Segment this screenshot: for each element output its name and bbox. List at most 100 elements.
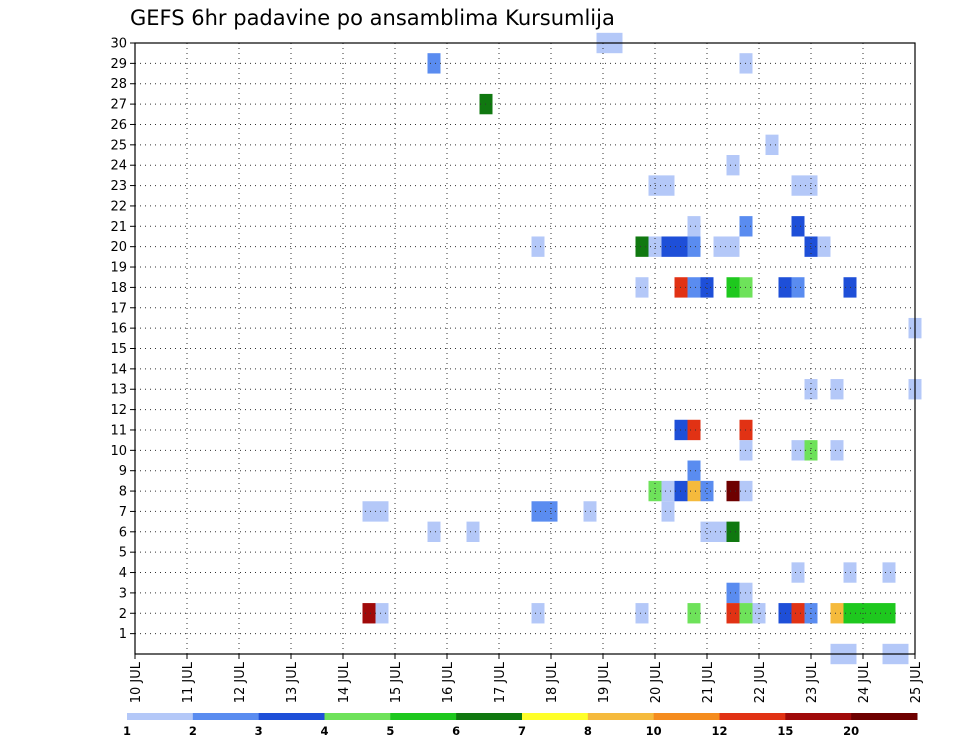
heatmap-cell xyxy=(791,440,805,461)
y-tick-label: 14 xyxy=(110,362,127,377)
colorbar-swatch xyxy=(851,713,918,720)
y-tick-label: 6 xyxy=(119,525,127,540)
y-tick-label: 11 xyxy=(110,423,127,438)
y-tick-label: 16 xyxy=(110,322,127,337)
x-tick-label: 17 JUL xyxy=(493,661,508,703)
y-tick-label: 1 xyxy=(119,627,127,642)
heatmap-cell xyxy=(791,603,805,624)
heatmap-cell xyxy=(726,603,740,624)
colorbar-swatch xyxy=(127,713,194,720)
heatmap-cell xyxy=(661,480,675,502)
heatmap-cell xyxy=(427,53,441,74)
y-tick-label: 20 xyxy=(110,240,127,255)
y-tick-label: 8 xyxy=(119,485,127,500)
heatmap-cell xyxy=(687,216,701,237)
y-tick-label: 5 xyxy=(119,546,127,561)
colorbar-label: 5 xyxy=(386,724,394,738)
colorbar-swatch xyxy=(258,713,325,720)
heatmap-cell xyxy=(687,277,701,298)
colorbar-label: 3 xyxy=(255,724,263,738)
x-tick-label: 15 JUL xyxy=(389,661,404,703)
colorbar-swatch xyxy=(653,713,720,720)
colorbar-label: 7 xyxy=(518,724,526,738)
colorbar-label: 20 xyxy=(843,724,859,738)
heatmap-cell xyxy=(791,175,805,196)
heatmap-cell xyxy=(661,236,675,257)
y-tick-label: 13 xyxy=(110,383,127,398)
y-tick-label: 27 xyxy=(110,98,127,113)
x-tick-label: 21 JUL xyxy=(701,661,716,703)
colorbar-label: 2 xyxy=(189,724,197,738)
x-tick-label: 13 JUL xyxy=(285,661,300,703)
y-tick-label: 29 xyxy=(110,57,127,72)
y-tick-label: 10 xyxy=(110,444,127,459)
heatmap-cell xyxy=(531,603,545,624)
x-tick-label: 20 JUL xyxy=(649,661,664,703)
heatmap-cell xyxy=(375,603,389,624)
heatmap-cell xyxy=(726,521,740,542)
heatmap-cell xyxy=(531,236,545,257)
heatmap-cell xyxy=(830,603,844,624)
y-tick-label: 15 xyxy=(110,342,127,357)
y-tick-label: 3 xyxy=(119,586,127,601)
x-tick-label: 14 JUL xyxy=(337,661,352,703)
colorbar-swatch xyxy=(587,713,655,720)
colorbar-swatch xyxy=(785,713,852,720)
heatmap-cell xyxy=(362,603,376,624)
colorbar-label: 1 xyxy=(123,724,131,738)
y-tick-label: 23 xyxy=(110,179,127,194)
heatmap-cell xyxy=(687,603,701,624)
heatmap-cell xyxy=(362,501,376,522)
x-tick-label: 23 JUL xyxy=(805,661,820,703)
heatmap-cell xyxy=(726,277,740,298)
x-tick-label: 18 JUL xyxy=(545,661,560,703)
colorbar-swatch xyxy=(522,713,589,720)
y-tick-label: 24 xyxy=(110,159,127,174)
colorbar-swatch xyxy=(192,713,260,720)
x-tick-label: 22 JUL xyxy=(753,661,768,703)
y-tick-label: 30 xyxy=(110,37,127,52)
y-tick-label: 22 xyxy=(110,199,127,214)
colorbar-label: 12 xyxy=(711,724,727,738)
colorbar-label: 15 xyxy=(777,724,793,738)
y-tick-label: 18 xyxy=(110,281,127,296)
y-tick-label: 25 xyxy=(110,138,127,153)
heatmap-cell xyxy=(791,216,805,237)
y-tick-label: 9 xyxy=(119,464,127,479)
y-tick-label: 19 xyxy=(110,261,127,276)
heatmap-cell xyxy=(700,521,714,542)
heatmap-cell xyxy=(817,236,831,257)
colorbar-label: 4 xyxy=(320,724,328,738)
heatmap-cell xyxy=(531,501,545,522)
x-tick-label: 11 JUL xyxy=(181,661,196,703)
y-tick-label: 28 xyxy=(110,77,127,92)
chart-title: GEFS 6hr padavine po ansamblima Kursumli… xyxy=(130,6,615,30)
y-tick-label: 4 xyxy=(119,566,127,581)
heatmap-cell xyxy=(791,562,805,583)
heatmap-cell xyxy=(700,277,714,298)
heatmap-cell xyxy=(661,175,675,196)
heatmap-cell xyxy=(635,603,649,624)
heatmap-cell xyxy=(466,521,480,542)
heatmap-cell xyxy=(687,480,701,502)
heatmap-cell xyxy=(830,379,844,400)
y-tick-label: 7 xyxy=(119,505,127,520)
heatmap-cell xyxy=(726,480,740,502)
x-tick-label: 16 JUL xyxy=(441,661,456,703)
heatmap-cell xyxy=(791,277,805,298)
heatmap-cell xyxy=(635,236,649,257)
colorbar-label: 10 xyxy=(646,724,662,738)
heatmap-cell xyxy=(687,236,701,257)
heatmap-cell xyxy=(726,155,740,176)
colorbar-label: 8 xyxy=(584,724,592,738)
y-tick-label: 26 xyxy=(110,118,127,133)
heatmap-cell xyxy=(882,562,896,583)
heatmap-cell xyxy=(726,236,740,257)
heatmap-cell xyxy=(765,134,779,156)
heatmap-cell xyxy=(661,501,675,522)
y-tick-label: 12 xyxy=(110,403,127,418)
colorbar-label: 6 xyxy=(452,724,460,738)
x-tick-label: 19 JUL xyxy=(597,661,612,703)
